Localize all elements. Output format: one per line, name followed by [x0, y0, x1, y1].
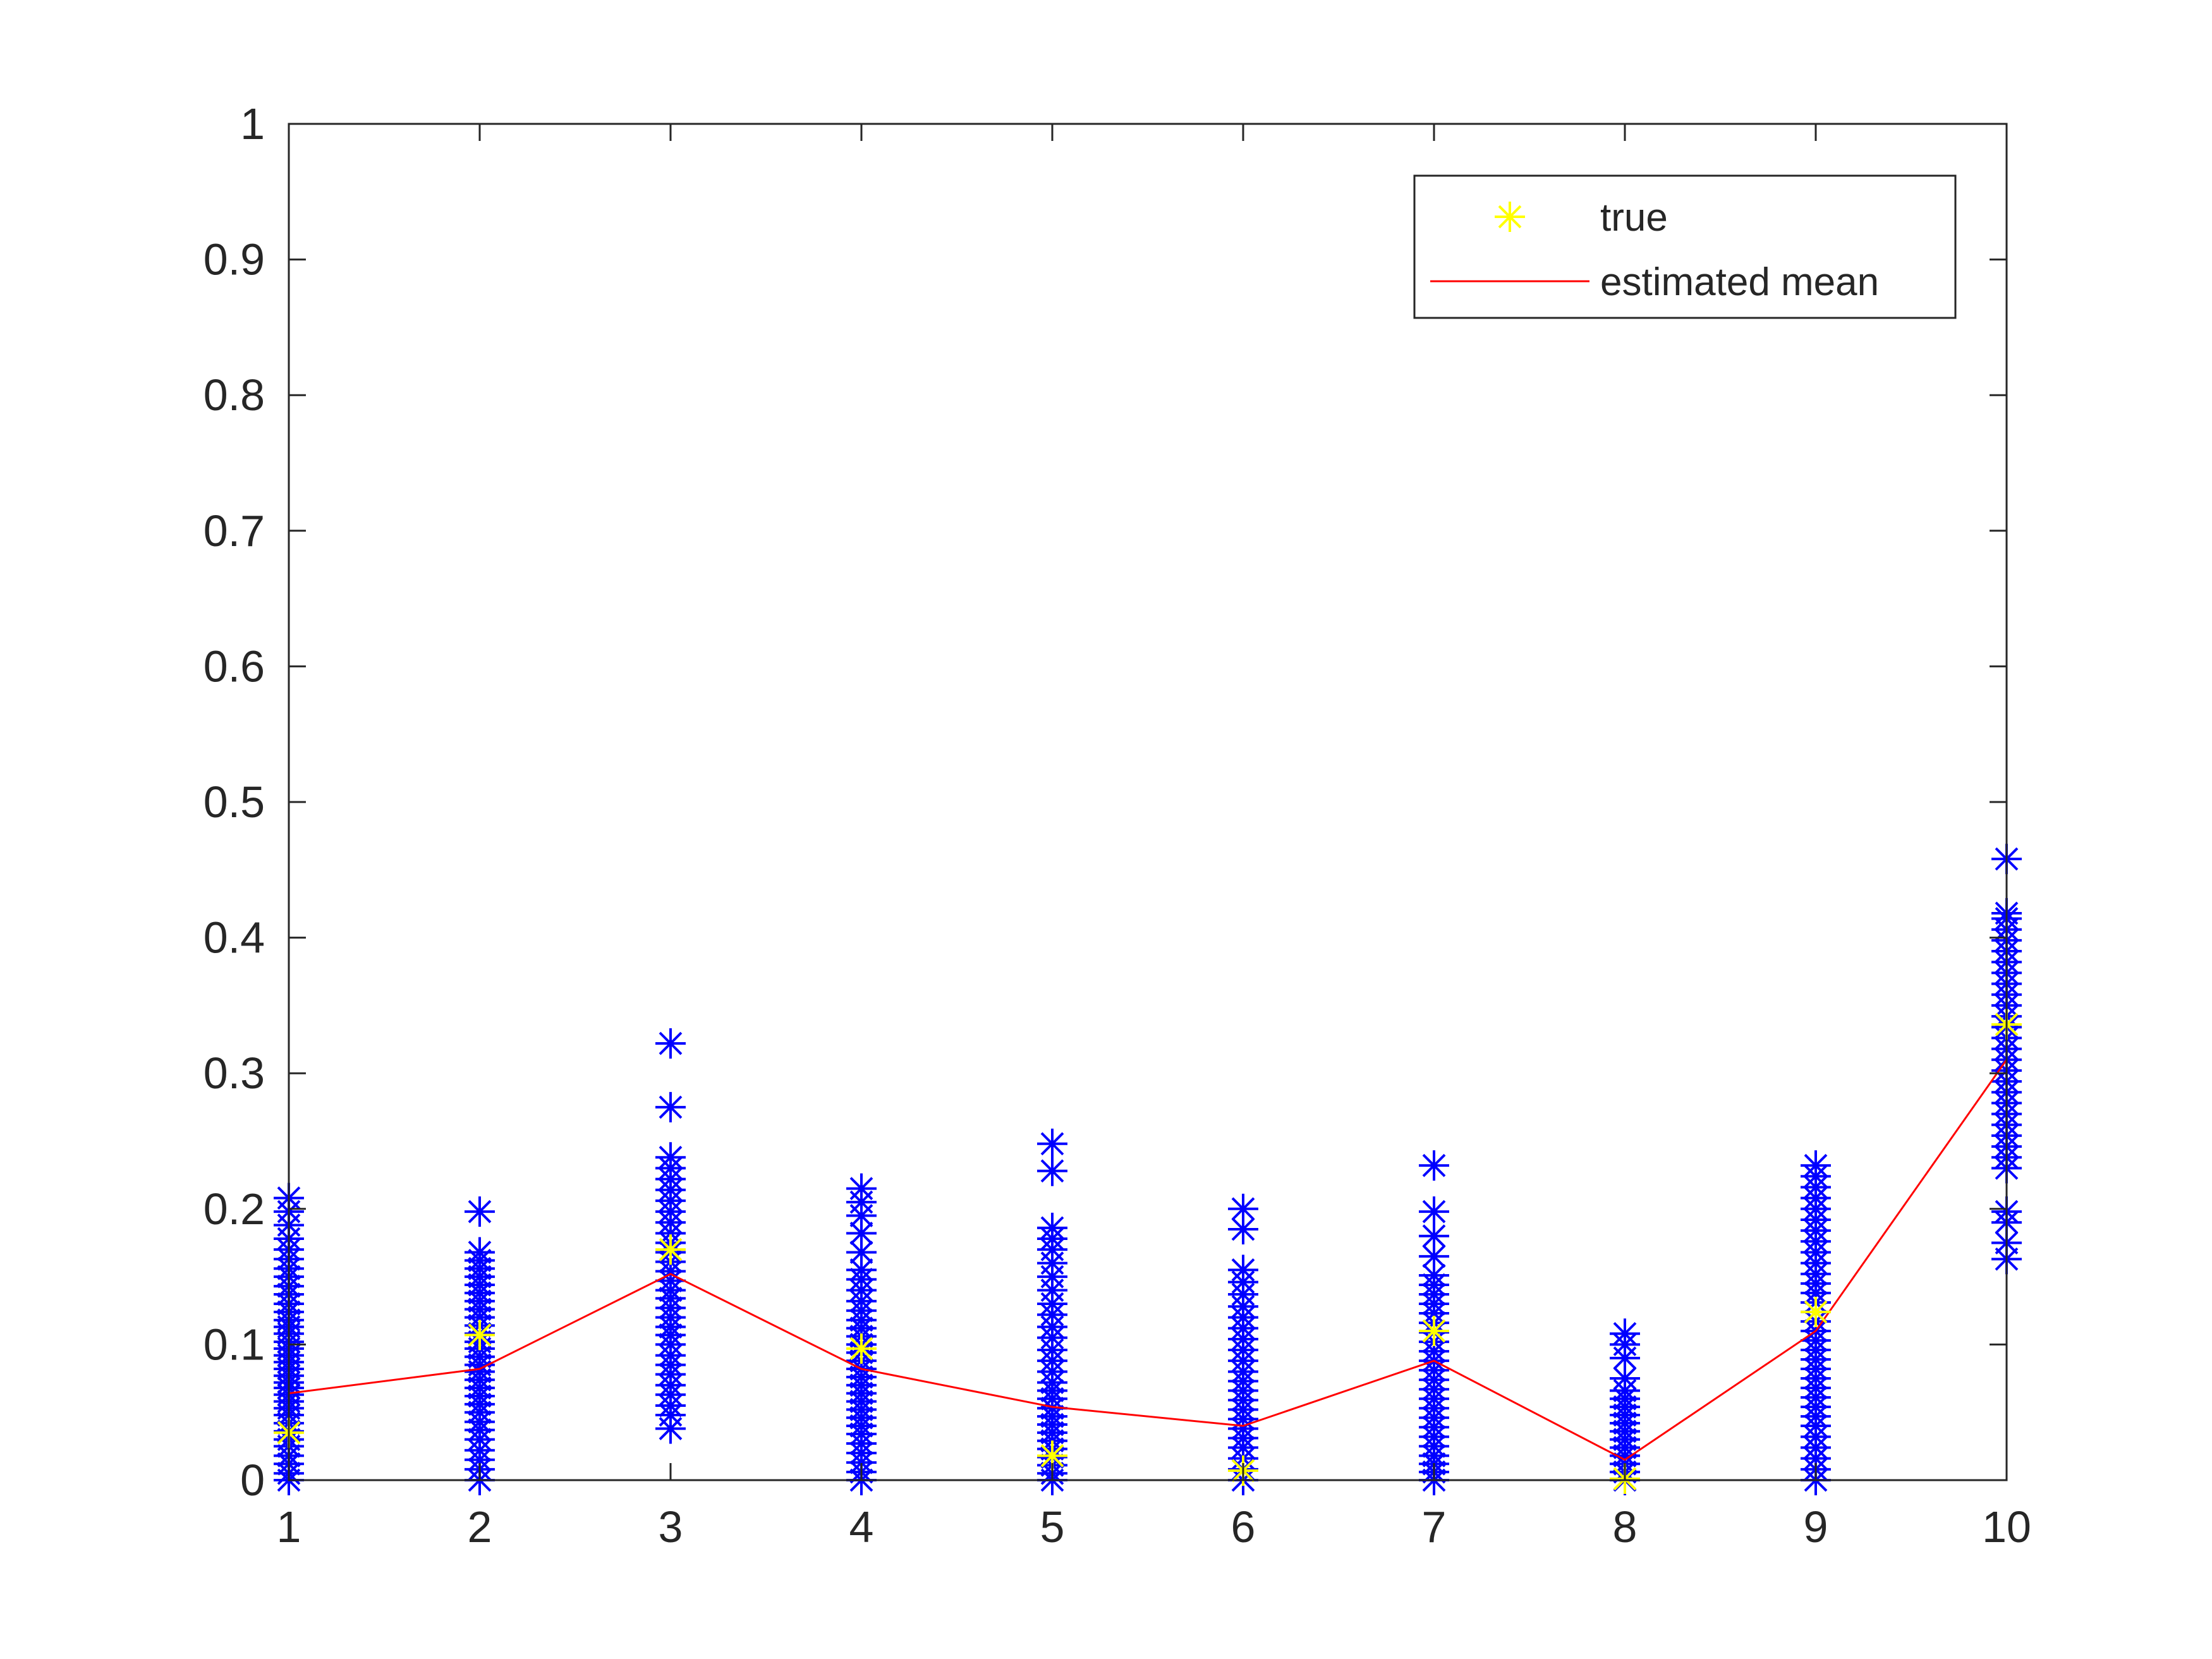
- true-point: [846, 1333, 877, 1364]
- x-tick-label: 10: [1982, 1502, 2031, 1552]
- sample-point: [846, 1218, 877, 1249]
- axis-tick-labels: 1 2 3 4 5 6 7 8 9 10 0 0.1 0.2 0.3 0.4 0.5 0.6 0.7 0.8 0.9 1: [204, 99, 2031, 1552]
- legend: true estimated mean: [1413, 174, 1957, 319]
- y-tick-label: 0.5: [204, 777, 265, 827]
- y-tick-label: 0.6: [204, 641, 265, 691]
- sample-point: [846, 1173, 877, 1204]
- legend-true-symbol: [1495, 202, 1525, 232]
- sample-point: [1037, 1155, 1067, 1186]
- x-tick-label: 3: [659, 1502, 683, 1552]
- y-tick-label: 0.2: [204, 1184, 265, 1234]
- plot-content: [274, 844, 2022, 1495]
- sample-point: [1610, 1318, 1640, 1349]
- x-tick-label: 7: [1422, 1502, 1447, 1552]
- true-point: [1801, 1296, 1831, 1327]
- true-point: [1419, 1315, 1449, 1346]
- sample-point: [1801, 1150, 1831, 1181]
- sample-point: [655, 1028, 686, 1059]
- true-points: [274, 1009, 2022, 1494]
- x-tick-label: 2: [468, 1502, 492, 1552]
- sample-point: [655, 1142, 686, 1173]
- axis-ticks: [288, 123, 2008, 1481]
- sample-point: [1228, 1213, 1258, 1244]
- x-tick-label: 1: [277, 1502, 301, 1552]
- y-tick-label: 0: [240, 1455, 265, 1505]
- x-tick-label: 9: [1804, 1502, 1828, 1552]
- y-tick-label: 0.3: [204, 1048, 265, 1098]
- true-point: [655, 1234, 686, 1265]
- sample-point: [655, 1091, 686, 1122]
- y-tick-label: 0.1: [204, 1320, 265, 1369]
- legend-true-label: true: [1600, 196, 1668, 240]
- estimated-mean-line: [288, 1059, 2008, 1461]
- y-tick-label: 0.7: [204, 506, 265, 556]
- sample-point: [1037, 1212, 1067, 1243]
- legend-box: [1413, 174, 1957, 319]
- sample-point: [1419, 1150, 1449, 1181]
- y-tick-label: 1: [240, 99, 265, 149]
- sample-point: [1228, 1255, 1258, 1285]
- x-tick-label: 6: [1231, 1502, 1256, 1552]
- y-tick-label: 0.9: [204, 235, 265, 284]
- legend-true-marker: [1495, 202, 1525, 232]
- sample-point: [1419, 1196, 1449, 1227]
- sample-point: [465, 1237, 495, 1268]
- legend-mean-label: estimated mean: [1600, 260, 1879, 304]
- x-tick-label: 4: [849, 1502, 874, 1552]
- x-tick-label: 8: [1613, 1502, 1638, 1552]
- y-tick-label: 0.8: [204, 370, 265, 420]
- sample-point: [1228, 1193, 1258, 1224]
- y-tick-label: 0.4: [204, 913, 265, 963]
- sample-point: [1037, 1128, 1067, 1159]
- true-point: [465, 1320, 495, 1351]
- x-tick-label: 5: [1040, 1502, 1065, 1552]
- sample-point: [465, 1196, 495, 1227]
